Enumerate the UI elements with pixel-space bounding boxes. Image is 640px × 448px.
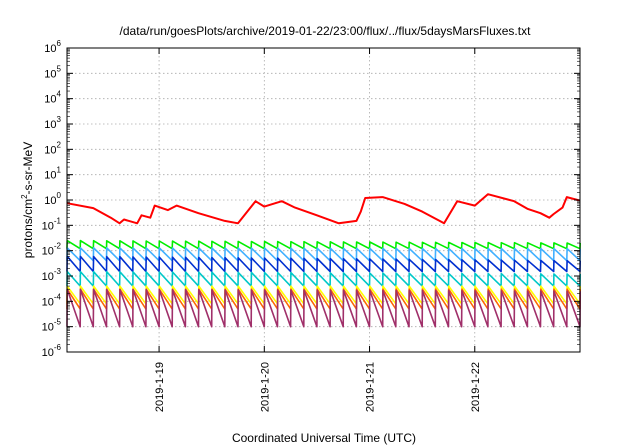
y-tick-label: 104: [44, 90, 61, 106]
y-axis-label: protons/cm2-s-sr-MeV: [20, 142, 35, 258]
series-line: [66, 247, 581, 262]
y-tick-label: 10-6: [42, 343, 62, 359]
x-tick-label: 2019-1-22: [470, 362, 482, 412]
y-tick-label: 106: [44, 39, 61, 55]
y-tick-label: 101: [44, 166, 61, 182]
series-line: [66, 285, 581, 305]
x-tick-label: 2019-1-20: [259, 362, 271, 412]
y-tick-label: 103: [44, 115, 61, 131]
y-tick-label: 10-4: [42, 292, 62, 308]
y-tick-label: 102: [44, 140, 61, 156]
series-line: [66, 255, 581, 273]
chart-title: /data/run/goesPlots/archive/2019-01-22/2…: [120, 24, 532, 38]
x-tick-label: 2019-1-21: [365, 362, 377, 412]
plot-frame: [66, 47, 581, 353]
y-tick-label: 105: [44, 64, 61, 80]
series-line: [66, 288, 581, 328]
y-tick-label: 100: [44, 191, 61, 207]
x-axis-ticks: 2019-1-19 2019-1-20 2019-1-21 2019-1-22: [154, 48, 482, 412]
series-line: [66, 239, 581, 250]
series-line: [66, 270, 581, 287]
y-tick-label: 10-2: [42, 242, 62, 258]
series-line: [66, 193, 581, 225]
y-tick-label: 10-1: [42, 216, 62, 232]
series-line: [66, 288, 581, 310]
x-tick-label: 2019-1-19: [154, 362, 166, 412]
y-tick-label: 10-3: [42, 267, 62, 283]
y-tick-label: 10-5: [42, 318, 62, 334]
x-axis-label: Coordinated Universal Time (UTC): [232, 431, 416, 445]
data-series: [66, 193, 581, 328]
